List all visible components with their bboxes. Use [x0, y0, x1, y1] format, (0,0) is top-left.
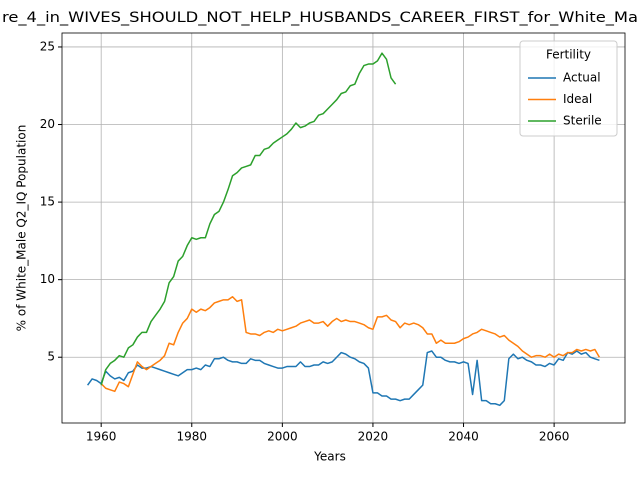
- x-tick-label: 1980: [176, 430, 207, 444]
- legend-title: Fertility: [546, 48, 591, 62]
- x-tick-label: 2000: [267, 430, 298, 444]
- y-tick-label: 15: [40, 195, 55, 209]
- y-tick-label: 20: [40, 117, 55, 131]
- legend-label: Ideal: [563, 92, 592, 106]
- y-axis-label: % of White_Male Q2_IQ Population: [15, 125, 29, 332]
- y-tick-label: 25: [40, 39, 55, 53]
- legend-box: [519, 40, 618, 137]
- legend: Fertility Actual Ideal Sterile: [519, 40, 618, 137]
- data-line: [86, 350, 600, 407]
- x-tick-label: 1960: [86, 430, 117, 444]
- chart-title: re_4_in_WIVES_SHOULD_NOT_HELP_HUSBANDS_C…: [2, 10, 638, 26]
- y-tick-label: 10: [40, 272, 55, 286]
- legend-label: Sterile: [563, 114, 602, 128]
- legend-label: Actual: [563, 71, 601, 85]
- x-tick-label: 2060: [539, 430, 570, 444]
- x-tick-label: 2020: [358, 430, 389, 444]
- x-axis-label: Years: [313, 450, 346, 464]
- y-tick-label: 5: [47, 350, 55, 364]
- x-tick-label: 2040: [448, 430, 479, 444]
- data-line: [100, 52, 397, 386]
- data-line: [100, 295, 601, 393]
- plot-frame: [61, 32, 626, 424]
